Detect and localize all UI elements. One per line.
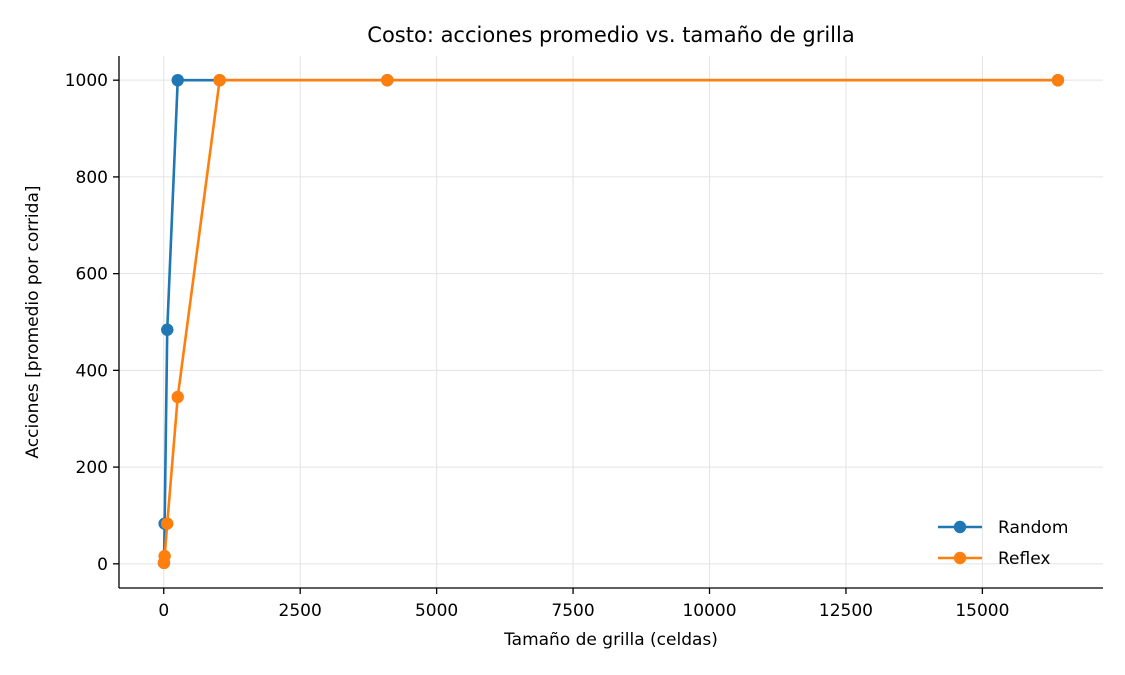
series-line-reflex (162, 78, 1058, 563)
x-axis-title: Tamaño de grilla (celdas) (503, 630, 718, 650)
y-tick-label: 1000 (65, 71, 108, 91)
grid (119, 56, 1103, 588)
data-point-reflex (171, 390, 184, 404)
data-point-reflex (1051, 73, 1065, 87)
data-point-reflex (161, 517, 174, 530)
data-point-reflex (158, 549, 171, 563)
x-tick-label: 7500 (551, 601, 594, 621)
y-tick-label: 200 (76, 458, 108, 478)
series-line-random (162, 78, 1058, 563)
x-tick-label: 10000 (682, 601, 736, 621)
series-reflex (157, 73, 1065, 570)
y-tick-label: 800 (76, 168, 108, 188)
x-tick-label: 0 (158, 601, 169, 621)
axes (118, 56, 1103, 589)
series-layer (157, 73, 1065, 570)
x-tick-label: 15000 (955, 601, 1009, 621)
y-tick-label: 600 (76, 265, 108, 285)
legend-item-random: Random (938, 518, 1068, 538)
data-point-random (161, 323, 174, 336)
data-point-reflex (213, 73, 226, 87)
x-tick-label: 2500 (279, 601, 322, 621)
x-tick-label: 12500 (819, 601, 873, 621)
data-point-random (171, 73, 184, 87)
series-random (157, 73, 1065, 570)
legend: Random Reflex (938, 518, 1068, 569)
data-point-reflex (381, 73, 394, 87)
y-axis-title: Acciones [promedio por corrida] (23, 186, 43, 459)
legend-item-reflex: Reflex (938, 549, 1050, 569)
ticks: 0 2500 5000 7500 10000 12500 15000 0 200 400 600 80… (65, 71, 1010, 621)
x-tick-label: 5000 (415, 601, 458, 621)
y-tick-label: 0 (97, 555, 108, 575)
legend-label: Reflex (998, 549, 1050, 569)
y-tick-label: 400 (76, 361, 108, 381)
chart-title: Costo: acciones promedio vs. tamaño de g… (367, 23, 854, 47)
legend-label: Random (998, 518, 1068, 538)
legend-marker (953, 520, 967, 534)
legend-marker (953, 551, 967, 565)
